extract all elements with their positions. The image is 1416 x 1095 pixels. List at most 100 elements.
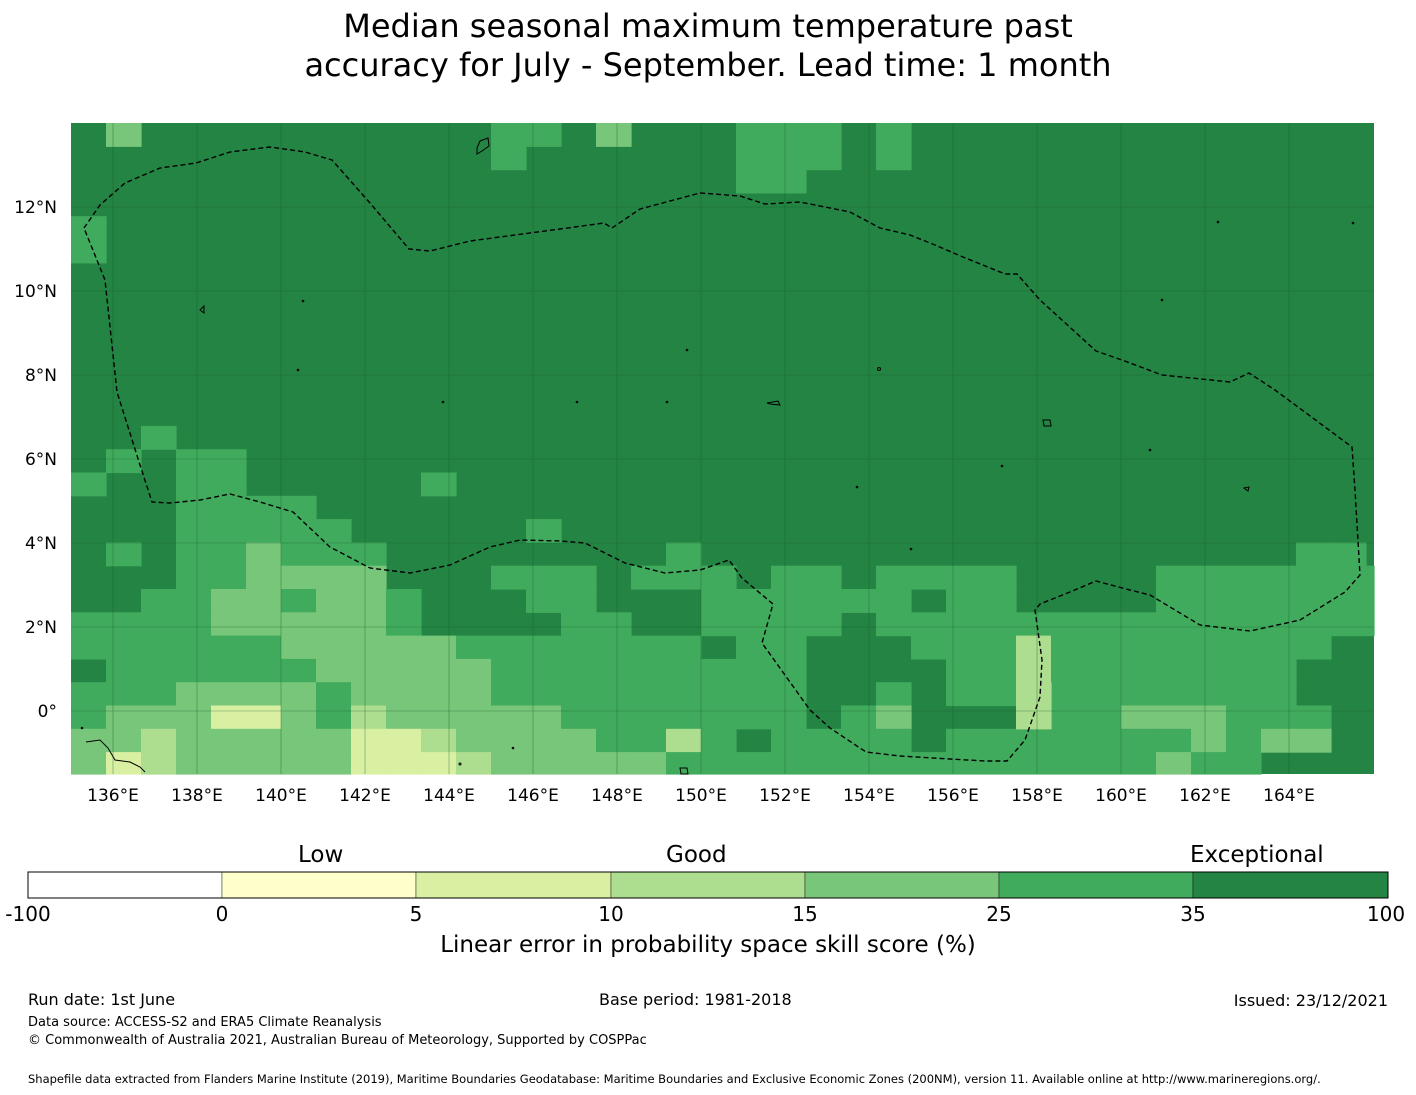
skill-cell: [631, 565, 667, 590]
skill-cell: [1121, 612, 1157, 637]
skill-cell: [771, 146, 807, 171]
skill-cell: [596, 728, 632, 753]
skill-cell: [526, 752, 562, 775]
skill-cell: [316, 542, 352, 567]
skill-cell: [876, 589, 912, 613]
skill-cell: [246, 682, 282, 707]
eez-boundary: [83, 146, 1361, 762]
skill-cell: [771, 589, 807, 613]
skill-cell: [71, 635, 107, 660]
longitude-label: 154°E: [843, 786, 895, 806]
skill-cell: [981, 635, 1017, 660]
skill-cell: [1366, 612, 1375, 637]
skill-cell: [211, 635, 247, 660]
skill-cell: [351, 728, 387, 753]
skill-cell: [386, 589, 422, 613]
latitude-label: 8°N: [25, 366, 57, 386]
skill-cell: [736, 658, 772, 683]
skill-cell: [211, 752, 247, 775]
colorbar-tick: 10: [598, 902, 624, 926]
skill-cell: [596, 635, 632, 660]
skill-cell: [1121, 635, 1157, 660]
skill-cell: [841, 728, 877, 753]
skill-cell: [71, 752, 107, 775]
skill-cell: [246, 612, 282, 637]
skill-cell: [1016, 682, 1052, 707]
skill-cell: [1191, 658, 1227, 683]
skill-cell: [1226, 589, 1262, 613]
skill-cell: [386, 612, 422, 637]
skill-cell: [736, 752, 772, 775]
skill-cell: [211, 449, 247, 474]
skill-cell: [1121, 728, 1157, 753]
base-period: Base period: 1981-2018: [599, 990, 792, 1009]
skill-cell: [71, 612, 107, 637]
skill-cell: [946, 728, 982, 753]
skill-cell: [666, 658, 702, 683]
skill-cell: [246, 495, 282, 520]
skill-cell: [281, 728, 317, 753]
longitude-label: 162°E: [1179, 786, 1231, 806]
skill-cell: [1156, 728, 1192, 753]
skill-cell: [456, 728, 492, 753]
skill-cell: [421, 728, 457, 753]
skill-cell: [666, 542, 702, 567]
skill-cell: [1191, 682, 1227, 707]
skill-cell: [981, 752, 1017, 775]
skill-cell: [1261, 658, 1297, 683]
skill-cell: [1016, 658, 1052, 683]
skill-cell: [176, 752, 212, 775]
skill-cell: [1191, 612, 1227, 637]
skill-cell: [561, 728, 597, 753]
skill-cell: [456, 705, 492, 730]
skill-cell: [876, 123, 912, 147]
island-pohnpei: [1042, 419, 1052, 427]
skill-cell: [281, 752, 317, 775]
longitude-label: 148°E: [591, 786, 643, 806]
skill-cell: [246, 565, 282, 590]
skill-cell: [806, 752, 842, 775]
skill-cell: [806, 123, 842, 147]
skill-cell: [1261, 705, 1297, 730]
skill-cell: [981, 589, 1017, 613]
skill-cell: [736, 682, 772, 707]
skill-cell: [701, 705, 737, 730]
skill-cell: [316, 589, 352, 613]
skill-cell: [421, 752, 457, 775]
skill-cell: [876, 728, 912, 753]
skill-cell: [946, 635, 982, 660]
skill-cell: [386, 705, 422, 730]
skill-cell: [316, 682, 352, 707]
skill-cell: [561, 635, 597, 660]
skill-cell: [736, 123, 772, 147]
island-admiralty: [679, 767, 689, 775]
skill-cell: [176, 705, 212, 730]
skill-cell: [1086, 728, 1122, 753]
skill-cell: [316, 519, 352, 543]
skill-cell: [141, 425, 177, 450]
skill-cell: [596, 612, 632, 637]
skill-cell: [246, 728, 282, 753]
skill-cell: [1156, 565, 1192, 590]
island-chuuk: [766, 400, 781, 406]
skill-cell: [666, 728, 702, 753]
skill-cell: [1016, 612, 1052, 637]
skill-cell: [876, 752, 912, 775]
skill-cell: [106, 658, 142, 683]
longitude-label: 146°E: [507, 786, 559, 806]
skill-cell: [1366, 565, 1375, 590]
skill-cell: [946, 565, 982, 590]
skill-cell: [246, 658, 282, 683]
skill-cell: [526, 123, 562, 147]
skill-cell: [351, 658, 387, 683]
skill-cell: [281, 495, 317, 520]
skill-cell: [491, 705, 527, 730]
skill-cell: [1296, 542, 1332, 567]
skill-cell: [176, 728, 212, 753]
skill-cell: [1191, 565, 1227, 590]
skill-cell: [666, 705, 702, 730]
skill-cell: [981, 728, 1017, 753]
skill-cell: [911, 565, 947, 590]
longitude-label: 150°E: [675, 786, 727, 806]
